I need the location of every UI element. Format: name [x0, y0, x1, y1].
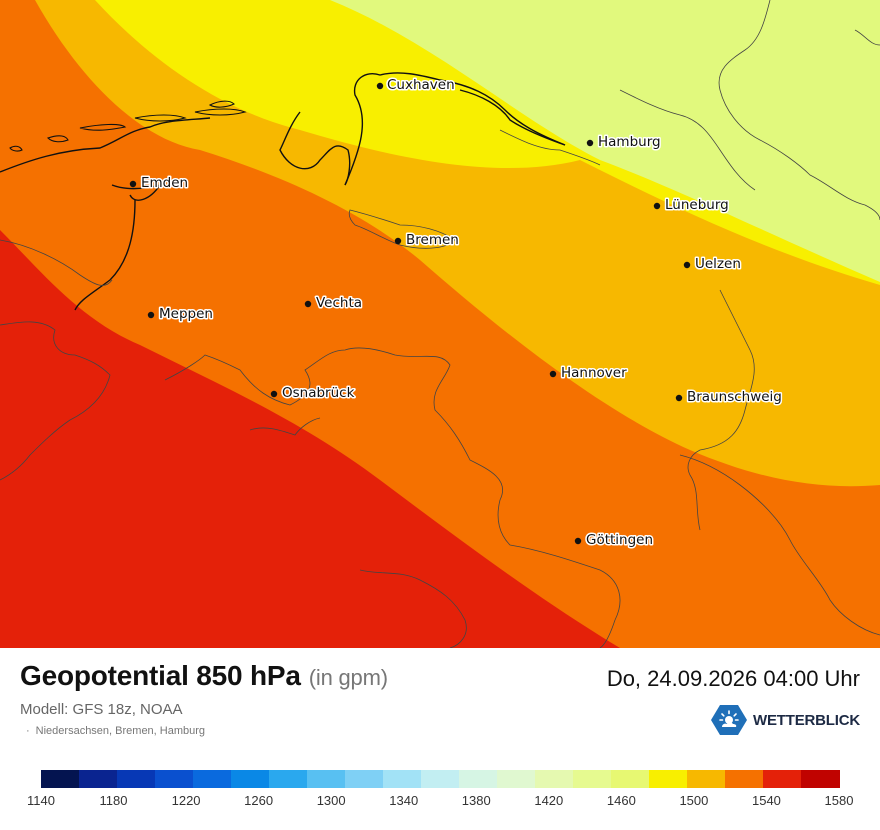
sun-cloud-icon [711, 705, 748, 735]
legend-tick-label: 1460 [606, 793, 636, 808]
legend-swatch [573, 770, 612, 788]
legend-swatch [345, 770, 384, 788]
city-marker-osnabrueck[interactable] [270, 390, 278, 398]
city-marker-lueneburg[interactable] [653, 202, 661, 210]
legend-swatch [497, 770, 536, 788]
bullet-icon: · [26, 725, 30, 737]
band-1460 [330, 0, 880, 282]
region-text: Niedersachsen, Bremen, Hamburg [35, 725, 206, 737]
map[interactable]: Cuxhaven Hamburg Emden Lüneburg Bremen U… [0, 0, 880, 648]
page-title: Geopotential 850 hPa (in gpm) [20, 660, 388, 692]
legend-tick-label: 1260 [244, 793, 274, 808]
legend-swatch [269, 770, 308, 788]
footer: Geopotential 850 hPa (in gpm) Do, 24.09.2… [0, 648, 880, 830]
city-label-goettingen: Göttingen [586, 532, 653, 548]
city-label-vechta: Vechta [316, 295, 362, 311]
region-info: · Niedersachsen, Bremen, Hamburg [26, 725, 205, 737]
city-marker-goettingen[interactable] [574, 537, 582, 545]
legend-swatch [649, 770, 688, 788]
city-label-hannover: Hannover [561, 365, 627, 381]
legend-swatch [459, 770, 498, 788]
coastline [0, 72, 566, 311]
brand-name: WETTERBLICK [753, 711, 860, 729]
legend-tick-label: 1540 [751, 793, 781, 808]
city-label-uelzen: Uelzen [695, 256, 741, 272]
legend-tick-label: 1580 [824, 793, 854, 808]
city-label-cuxhaven: Cuxhaven [387, 77, 455, 93]
city-label-osnabrueck: Osnabrück [282, 385, 355, 401]
legend-swatch [41, 770, 80, 788]
legend-swatch [307, 770, 346, 788]
legend-tick-label: 1220 [171, 793, 201, 808]
model-info: Modell: GFS 18z, NOAA [20, 701, 183, 718]
legend-swatch [421, 770, 460, 788]
islands [9, 100, 247, 152]
state-borders [0, 0, 880, 648]
legend-swatch [79, 770, 118, 788]
color-legend: 1140 1180 1220 1260 1300 1340 1380 1420 1460 1500… [0, 770, 880, 830]
city-marker-hannover[interactable] [549, 370, 557, 378]
legend-swatch [725, 770, 764, 788]
city-label-lueneburg: Lüneburg [665, 197, 729, 213]
legend-swatch [763, 770, 802, 788]
city-marker-emden[interactable] [129, 180, 137, 188]
city-markers: Cuxhaven Hamburg Emden Lüneburg Bremen U… [129, 76, 783, 550]
legend-swatch [535, 770, 574, 788]
city-marker-meppen[interactable] [147, 311, 155, 319]
legend-swatch [801, 770, 840, 788]
legend-tick-label: 1420 [534, 793, 564, 808]
city-label-hamburg: Hamburg [598, 134, 661, 150]
city-marker-uelzen[interactable] [683, 261, 691, 269]
title-unit: (in gpm) [308, 665, 388, 690]
legend-swatch [117, 770, 156, 788]
forecast-datetime: Do, 24.09.2026 04:00 Uhr [606, 666, 860, 691]
city-label-braunschweig: Braunschweig [687, 389, 782, 405]
legend-tick-label: 1380 [461, 793, 491, 808]
legend-tick-label: 1340 [389, 793, 419, 808]
city-marker-braunschweig[interactable] [675, 394, 683, 402]
city-marker-vechta[interactable] [304, 300, 312, 308]
legend-tick-label: 1140 [27, 793, 55, 808]
legend-tick-label: 1500 [679, 793, 709, 808]
city-marker-bremen[interactable] [394, 237, 402, 245]
legend-swatch [383, 770, 422, 788]
legend-swatch [231, 770, 270, 788]
city-marker-hamburg[interactable] [586, 139, 594, 147]
legend-swatch [193, 770, 232, 788]
city-label-bremen: Bremen [406, 232, 459, 248]
legend-swatch [687, 770, 726, 788]
city-label-emden: Emden [141, 175, 188, 191]
legend-tick-label: 1300 [316, 793, 346, 808]
map-canvas: Cuxhaven Hamburg Emden Lüneburg Bremen U… [0, 0, 880, 648]
city-label-meppen: Meppen [159, 306, 213, 322]
title-text: Geopotential 850 hPa [20, 660, 301, 691]
legend-swatch [611, 770, 650, 788]
legend-tick-label: 1180 [99, 793, 128, 808]
legend-swatch [155, 770, 194, 788]
brand-logo[interactable]: WETTERBLICK [711, 704, 860, 736]
city-marker-cuxhaven[interactable] [376, 82, 384, 90]
